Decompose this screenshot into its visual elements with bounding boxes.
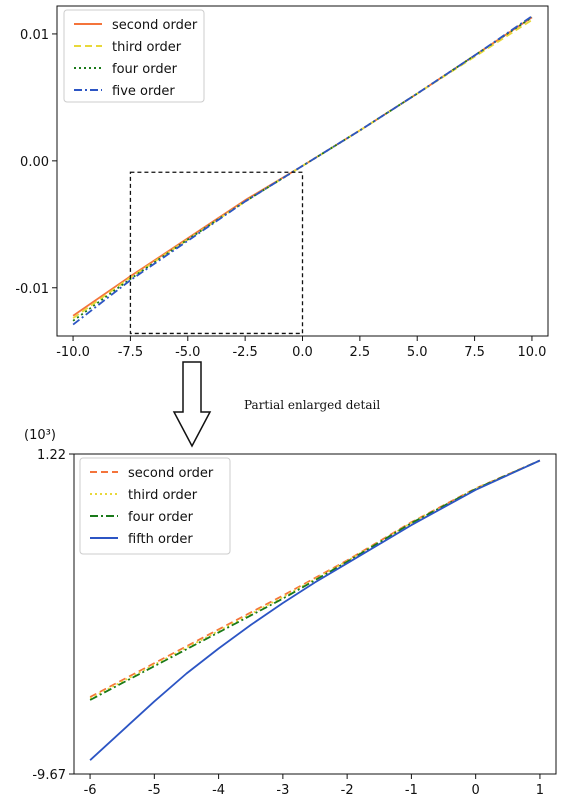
legend-entry: third order: [112, 40, 182, 55]
x-tick-label: -5: [148, 783, 161, 798]
y-tick-label: 1.22: [37, 448, 66, 463]
chart-2: -6 -5 -4 -3 -2 -1 0 1 -9.67 1.22 second order third…: [32, 448, 557, 798]
down-arrow-icon: [172, 361, 212, 448]
x-tick-label: -2.5: [232, 345, 257, 360]
legend-box: [63, 9, 205, 103]
legend-entry: second order: [112, 18, 198, 33]
x-tick-label: 10.0: [517, 345, 546, 360]
series-line-fifth-order: [89, 459, 541, 761]
y-tick-label: 0.01: [20, 28, 49, 43]
legend-entry: four order: [112, 62, 178, 77]
x-tick-label: 5.0: [407, 345, 428, 360]
legend-entry: four order: [128, 510, 194, 525]
x-tick-label: -4: [212, 783, 225, 798]
x-tick-label: 0: [472, 783, 480, 798]
x-tick-label: -2: [341, 783, 354, 798]
chart-1: -10.0 -7.5 -5.0 -2.5 0.0 2.5 5.0 7.5 10.0 -0.01 0.…: [15, 5, 549, 360]
series-line-second-order: [89, 459, 541, 698]
legend-entry: third order: [128, 488, 198, 503]
zoom-y-unit-label: (10³): [24, 428, 56, 443]
x-tick-label: -7.5: [118, 345, 143, 360]
legend-box: [79, 457, 231, 555]
x-tick-label: -10.0: [56, 345, 90, 360]
partial-detail-annotation: Partial enlarged detail: [244, 398, 380, 412]
zoom-region-box: [129, 171, 304, 335]
x-tick-label: -1: [405, 783, 418, 798]
legend-entry: second order: [128, 466, 214, 481]
y-tick-label: -0.01: [15, 282, 49, 297]
series-line-five-order: [72, 15, 533, 326]
legend-entry: fifth order: [128, 532, 193, 547]
x-tick-label: 0.0: [292, 345, 313, 360]
x-tick-label: 1: [536, 783, 544, 798]
x-tick-label: -6: [84, 783, 97, 798]
x-tick-label: -5.0: [175, 345, 200, 360]
legend-entry: five order: [112, 84, 175, 99]
x-tick-label: 7.5: [464, 345, 485, 360]
x-tick-label: 2.5: [350, 345, 371, 360]
y-tick-label: 0.00: [20, 155, 49, 170]
plot-frame: [73, 453, 557, 775]
y-tick-label: -9.67: [32, 768, 66, 783]
x-tick-label: -3: [276, 783, 289, 798]
